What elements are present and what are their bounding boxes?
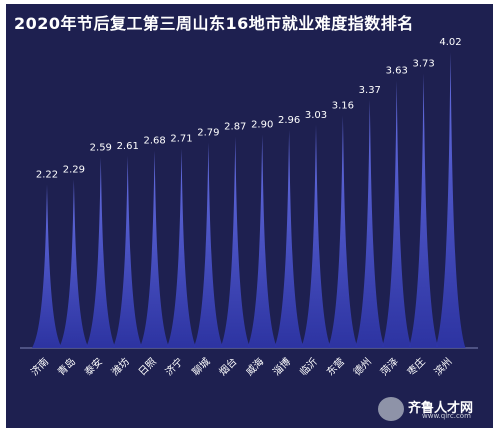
bar-德州 — [354, 99, 385, 349]
value-label-威海: 2.90 — [251, 119, 273, 130]
value-label-潍坊: 2.61 — [117, 141, 139, 152]
x-tick-label-枣庄: 枣庄 — [404, 355, 427, 378]
brand-logo: 齐鲁人才网 www.qlrc.com — [378, 396, 488, 424]
x-tick-label-滨州: 滨州 — [431, 355, 454, 378]
bar-泰安 — [85, 157, 116, 348]
bar-临沂 — [301, 124, 331, 348]
x-tick-label-泰安: 泰安 — [82, 355, 105, 378]
value-label-临沂: 3.03 — [305, 110, 327, 121]
x-tick-label-青岛: 青岛 — [55, 355, 78, 378]
value-label-济南: 2.22 — [36, 170, 58, 181]
bar-济南 — [32, 184, 62, 348]
value-label-烟台: 2.87 — [224, 122, 246, 133]
x-tick-label-济宁: 济宁 — [162, 355, 185, 378]
x-tick-label-潍坊: 潍坊 — [108, 355, 131, 378]
value-label-菏泽: 3.63 — [386, 66, 408, 77]
logo-text: 齐鲁人才网 — [408, 401, 474, 416]
logo-url: www.qlrc.com — [422, 412, 471, 420]
chart-card — [6, 4, 493, 428]
x-tick-label-东营: 东营 — [324, 355, 347, 378]
x-tick-label-威海: 威海 — [243, 355, 266, 378]
value-label-德州: 3.37 — [359, 85, 381, 96]
value-label-淄博: 2.96 — [278, 115, 300, 126]
x-tick-label-济南: 济南 — [28, 355, 51, 378]
value-label-枣庄: 3.73 — [412, 58, 434, 69]
bar-烟台 — [220, 136, 251, 348]
x-tick-label-聊城: 聊城 — [189, 355, 212, 378]
bar-潍坊 — [112, 155, 143, 348]
bar-威海 — [247, 134, 278, 348]
value-label-日照: 2.68 — [143, 136, 165, 147]
x-tick-label-菏泽: 菏泽 — [378, 356, 401, 379]
bar-东营 — [327, 115, 358, 348]
value-label-泰安: 2.59 — [90, 142, 112, 153]
value-label-济宁: 2.71 — [170, 133, 192, 144]
bar-枣庄 — [408, 73, 439, 348]
bar-淄博 — [274, 130, 305, 348]
bar-日照 — [139, 150, 170, 348]
x-tick-label-烟台: 烟台 — [216, 355, 239, 378]
x-tick-label-日照: 日照 — [136, 356, 159, 379]
bar-济宁 — [166, 148, 197, 348]
bar-菏泽 — [381, 80, 412, 348]
x-tick-label-德州: 德州 — [351, 355, 374, 378]
bar-青岛 — [58, 179, 89, 348]
chart-title: 2020年节后复工第三周山东16地市就业难度指数排名 — [14, 14, 414, 33]
value-label-滨州: 4.02 — [439, 37, 461, 48]
x-tick-label-临沂: 临沂 — [297, 355, 320, 378]
value-label-东营: 3.16 — [332, 100, 354, 111]
value-label-青岛: 2.29 — [63, 164, 85, 175]
bar-聊城 — [193, 142, 224, 348]
value-label-聊城: 2.79 — [197, 128, 219, 139]
x-tick-label-淄博: 淄博 — [270, 355, 293, 378]
bar-滨州 — [435, 52, 466, 348]
frog-logo-icon — [378, 397, 404, 421]
